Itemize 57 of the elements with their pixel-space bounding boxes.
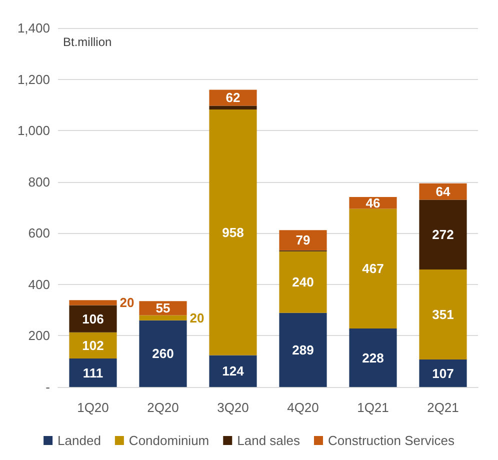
bar [69,358,117,387]
y-tick-label: 1,400 [17,20,50,36]
y-tick-label: 200 [28,328,50,344]
bar [279,251,327,313]
y-axis-title: Bt.million [63,35,112,49]
bar [139,315,187,320]
legend-label: Construction Services [328,433,455,448]
x-tick-label: 2Q21 [427,400,459,415]
data-label: 79 [296,232,310,248]
data-label: 240 [292,274,314,290]
legend-label: Land sales [237,433,301,448]
legend-label: Landed [58,433,101,448]
y-tick-label: 600 [28,226,50,241]
data-label: 289 [292,342,314,358]
data-label: 55 [156,300,170,316]
bar [419,183,467,200]
y-tick-label: 400 [28,276,50,292]
data-label: 46 [366,195,380,210]
x-tick-label: 3Q20 [217,400,249,415]
data-label: 111 [82,365,104,380]
y-tick-label: 800 [28,174,50,190]
x-tick-label: 4Q20 [287,400,319,415]
bar [419,200,467,270]
bar [69,305,117,332]
bar [349,328,397,387]
data-label: 228 [362,350,384,366]
bar [419,360,467,387]
data-label: 272 [432,227,454,242]
data-label: 102 [82,338,104,353]
bar [139,320,187,387]
y-tick-label: 1,000 [17,123,50,138]
data-label: 467 [362,261,384,276]
y-tick-label: 1,200 [17,72,50,87]
data-label: 64 [436,184,451,200]
bar [69,332,117,359]
y-tick-label: - [46,380,50,394]
bar [209,110,257,356]
bar [279,312,327,387]
data-label: 106 [82,311,104,326]
data-label: 260 [152,346,174,362]
bar [209,106,257,110]
bar [209,355,257,387]
data-label: 958 [222,224,244,240]
x-tick-label: 2Q20 [147,400,179,415]
bar [69,300,117,306]
x-tick-label: 1Q20 [77,400,109,415]
data-label: 20 [120,295,134,310]
x-tick-label: 1Q21 [357,400,389,415]
bar [419,270,467,360]
data-label: 351 [432,307,454,322]
bar [279,230,327,250]
data-label: 107 [432,366,454,381]
bar [349,208,397,329]
data-label: 62 [226,90,240,106]
data-label: 20 [190,310,204,326]
data-label: 124 [222,364,245,379]
legend-label: Condominium [128,433,210,448]
